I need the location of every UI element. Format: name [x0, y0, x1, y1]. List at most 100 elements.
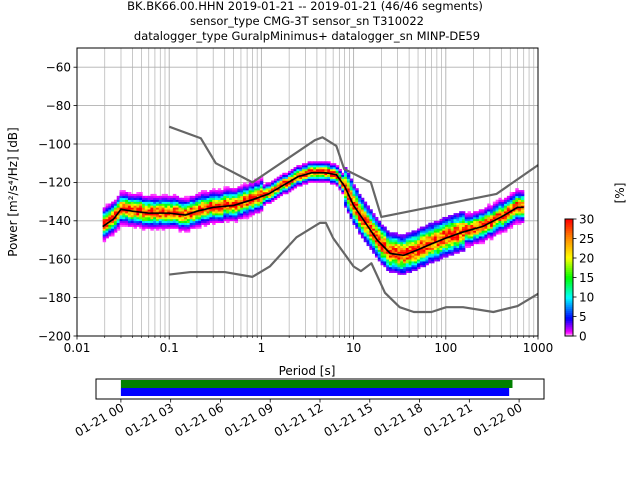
psd-cell — [313, 180, 317, 183]
psd-cell — [394, 247, 399, 250]
psd-cell — [391, 247, 396, 250]
psd-cell — [259, 192, 264, 195]
psd-cell — [386, 264, 390, 268]
psd-cell — [490, 215, 494, 218]
psd-cell — [363, 236, 368, 239]
psd-cell — [113, 220, 118, 224]
psd-cell — [170, 224, 174, 227]
psd-cell — [321, 170, 326, 174]
psd-cell — [442, 255, 446, 258]
psd-cell — [111, 205, 115, 208]
psd-cell — [200, 222, 205, 225]
psd-cell — [111, 232, 115, 235]
psd-cell — [184, 205, 188, 208]
psd-cell — [243, 192, 247, 195]
psd-cell — [419, 240, 424, 243]
psd-cell — [408, 240, 413, 243]
psd-cell — [520, 209, 525, 212]
psd-cell — [161, 201, 166, 204]
psd-cell — [349, 186, 354, 189]
psd-cell — [369, 216, 373, 220]
psd-cell — [119, 190, 123, 193]
psd-cell — [439, 218, 443, 222]
psd-cell — [133, 195, 137, 199]
psd-cell — [212, 211, 216, 214]
psd-cell — [133, 203, 137, 206]
psd-cell — [453, 218, 457, 222]
psd-cell — [102, 215, 107, 218]
psd-cell — [142, 220, 146, 224]
psd-cell — [498, 222, 502, 225]
psd-cell — [433, 228, 438, 231]
psd-cell — [391, 268, 396, 272]
psd-cell — [352, 211, 356, 214]
psd-cell — [414, 238, 418, 241]
psd-cell — [498, 230, 502, 233]
psd-cell — [259, 197, 264, 200]
psd-cell — [181, 207, 185, 210]
psd-cell — [422, 234, 427, 237]
psd-cell — [203, 209, 208, 212]
psd-cell — [433, 238, 438, 241]
psd-cell — [245, 197, 250, 200]
psd-cell — [372, 215, 376, 218]
psd-cell — [285, 180, 289, 183]
psd-cell — [520, 207, 525, 210]
psd-cell — [431, 222, 435, 225]
psd-cell — [203, 199, 208, 202]
psd-cell — [240, 207, 244, 210]
psd-cell — [428, 224, 432, 227]
psd-cell — [360, 232, 365, 235]
psd-cell — [212, 209, 216, 212]
psd-cell — [349, 193, 354, 197]
psd-cell — [130, 216, 135, 220]
psd-cell — [363, 215, 368, 218]
psd-cell — [172, 205, 177, 208]
psd-cell — [495, 201, 500, 204]
psd-cell — [439, 230, 443, 233]
psd-cell — [318, 176, 323, 179]
psd-cell — [394, 245, 399, 248]
psd-cell — [257, 193, 261, 197]
psd-cell — [346, 172, 351, 176]
psd-cell — [504, 205, 508, 208]
x-tick-label: 1 — [258, 341, 266, 355]
psd-cell — [492, 228, 497, 231]
psd-cell — [504, 199, 508, 202]
psd-cell — [268, 188, 272, 191]
psd-cell — [461, 243, 466, 247]
psd-cell — [495, 218, 500, 222]
colorbar-step — [565, 220, 573, 224]
psd-cell — [358, 232, 362, 235]
psd-cell — [316, 172, 320, 176]
psd-cell — [164, 224, 168, 227]
psd-cell — [419, 253, 424, 256]
psd-cell — [363, 216, 368, 220]
psd-cell — [265, 197, 269, 200]
psd-cell — [478, 213, 483, 216]
psd-cell — [391, 270, 396, 273]
psd-cell — [268, 195, 272, 199]
psd-cell — [346, 180, 351, 183]
psd-cell — [459, 213, 463, 216]
psd-cell — [428, 259, 432, 262]
psd-cell — [341, 174, 345, 177]
psd-cell — [456, 240, 460, 243]
psd-cell — [369, 211, 373, 214]
psd-cell — [346, 205, 351, 208]
psd-cell — [445, 220, 449, 224]
psd-cell — [240, 188, 244, 191]
psd-cell — [245, 216, 250, 220]
psd-cell — [520, 218, 525, 222]
psd-cell — [248, 197, 253, 200]
psd-cell — [217, 192, 222, 195]
psd-cell — [346, 186, 351, 189]
psd-cell — [520, 190, 525, 193]
psd-cell — [476, 230, 480, 233]
psd-cell — [506, 197, 511, 200]
psd-cell — [234, 188, 239, 191]
psd-cell — [234, 205, 239, 208]
psd-cell — [299, 167, 303, 170]
psd-cell — [341, 172, 345, 176]
psd-cell — [360, 197, 365, 200]
